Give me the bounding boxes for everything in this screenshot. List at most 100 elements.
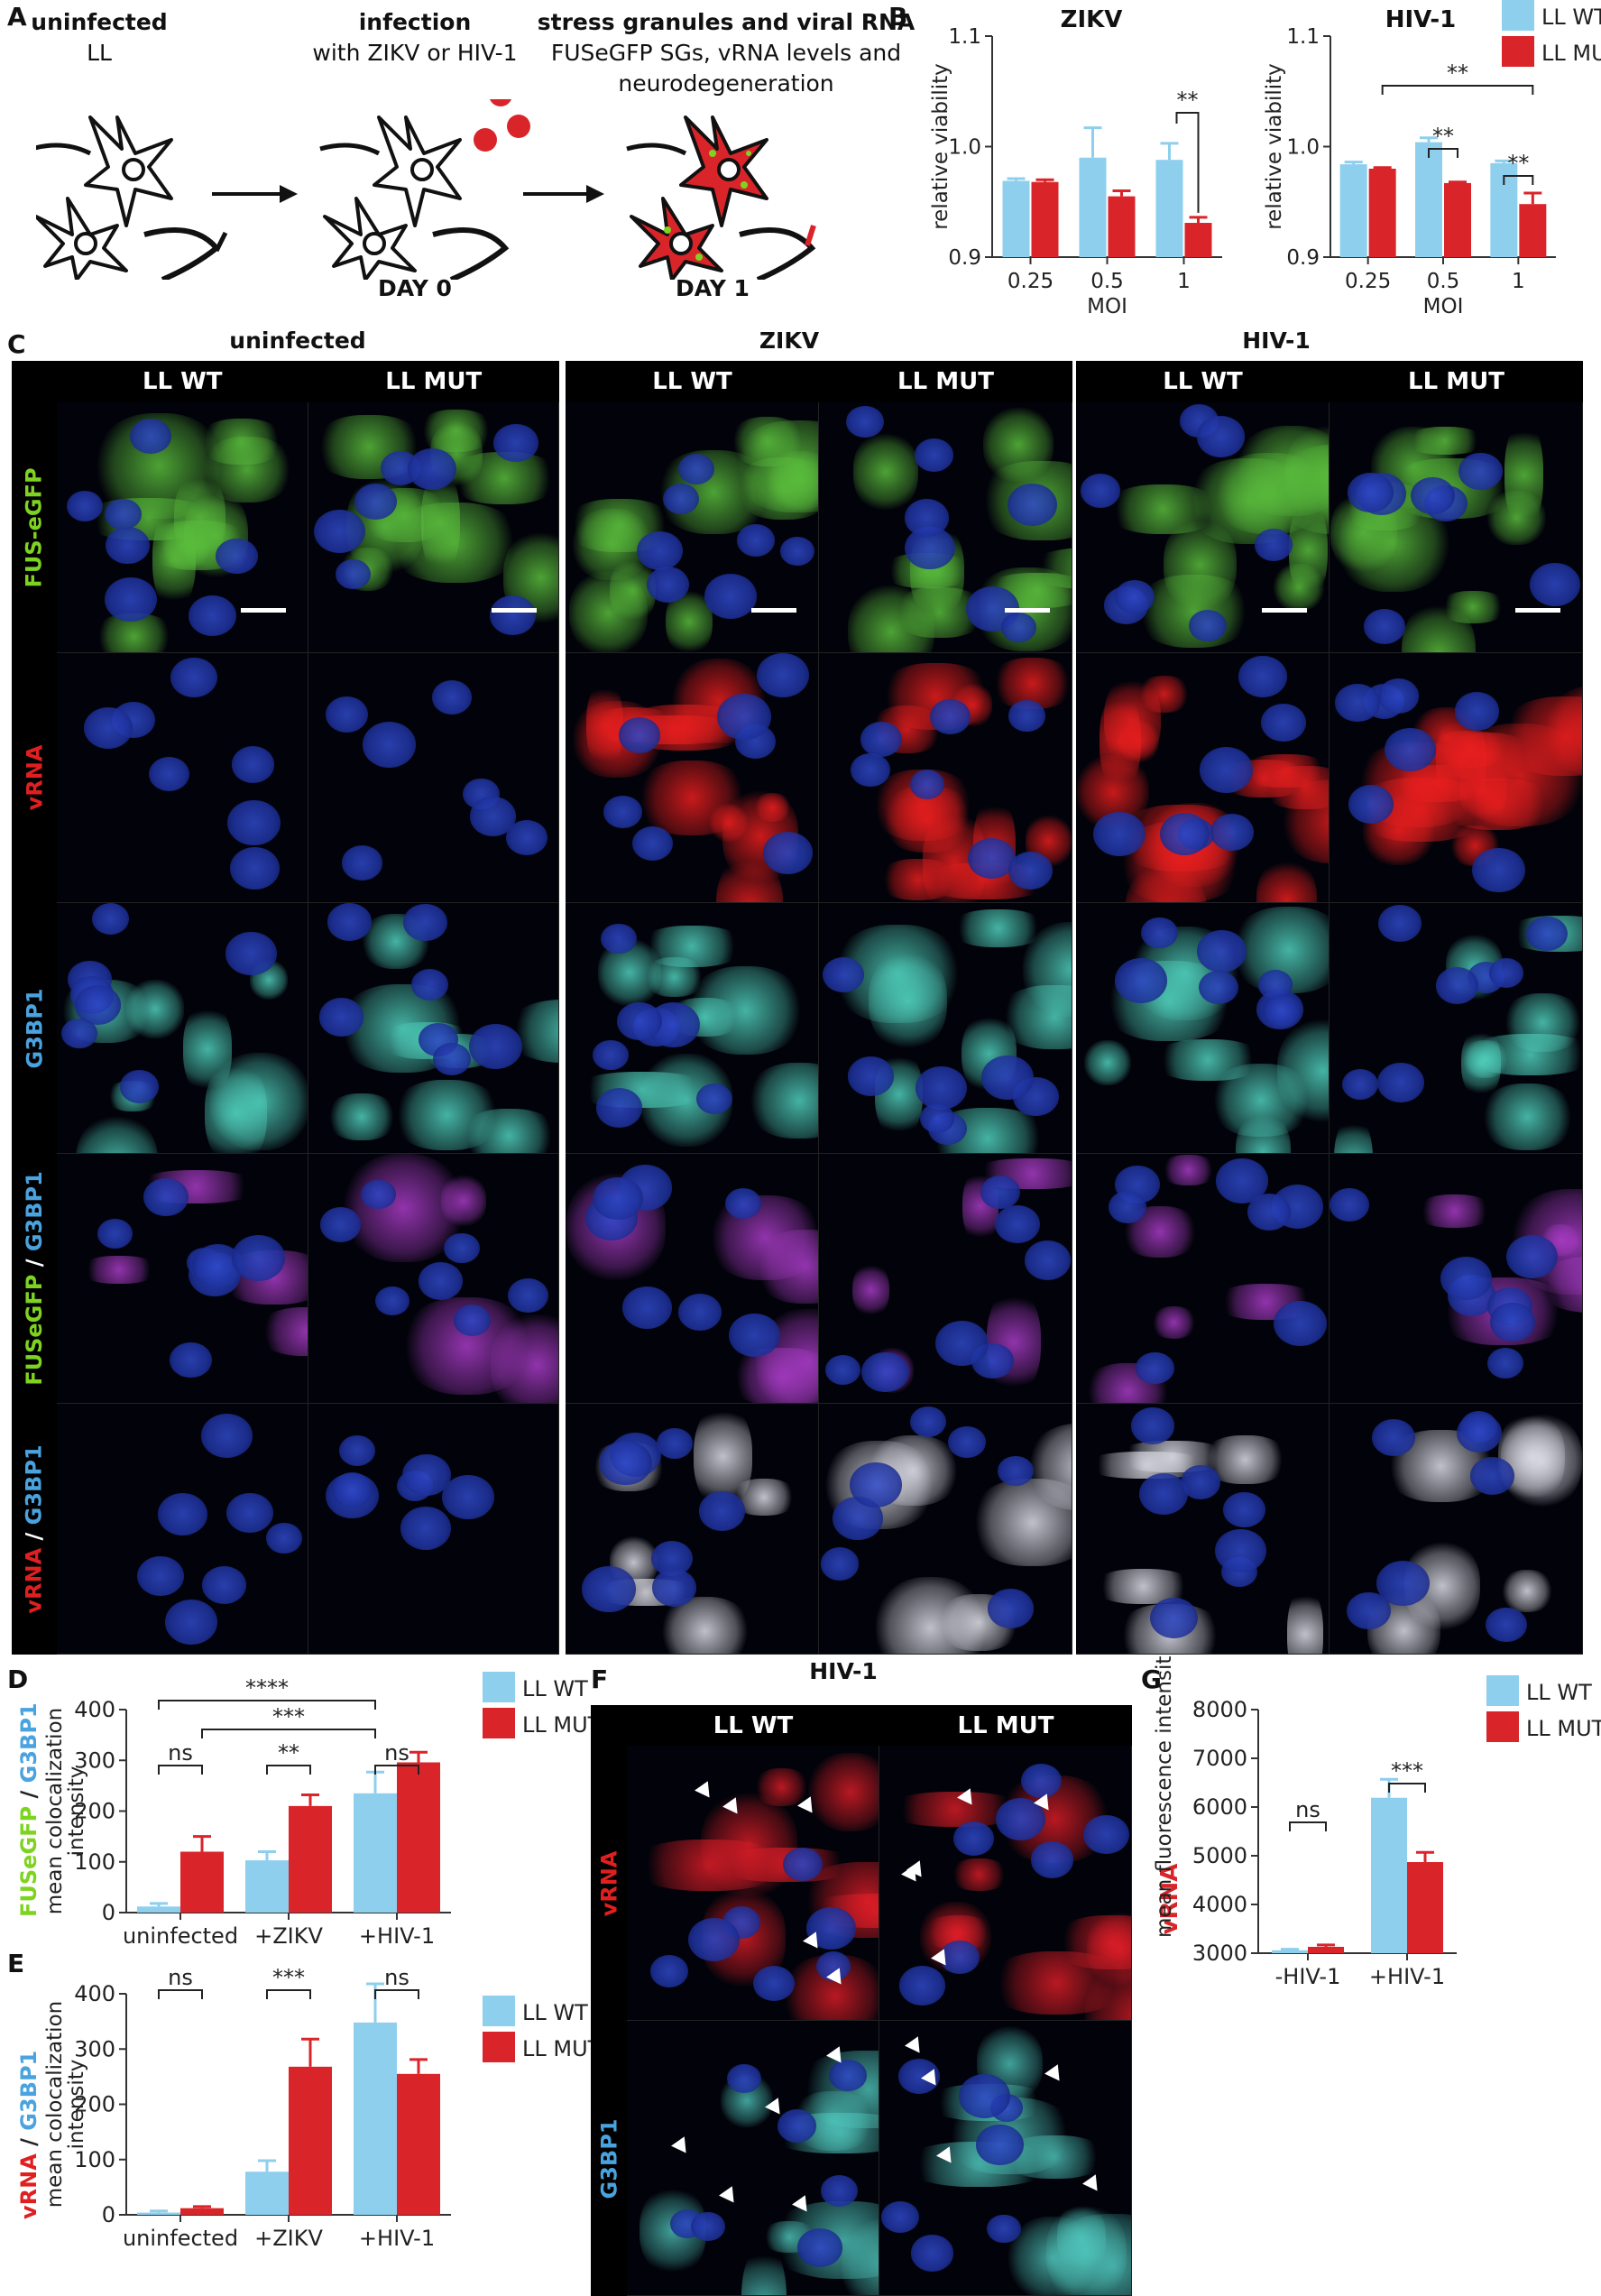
nucleus (188, 595, 236, 637)
row-label-bar-f (591, 1705, 627, 2296)
x-tick-label: 0.5 (1427, 270, 1460, 293)
panel-f-title: HIV-1 (809, 1658, 878, 1684)
x-axis-label: MOI (1087, 295, 1127, 318)
bar (397, 1762, 440, 1913)
y-tick-label: 200 (74, 2092, 115, 2117)
signal-blob (575, 1072, 710, 1109)
y-tick-label: 1.0 (1286, 136, 1320, 160)
micrograph-cell (308, 903, 559, 1154)
signal-blob (1502, 992, 1582, 1052)
signal-blob (1057, 2203, 1106, 2272)
sig-label: **** (245, 1675, 289, 1701)
y-tick-label: 4000 (1192, 1892, 1247, 1917)
x-tick-label: -HIV-1 (1275, 1964, 1341, 1989)
nucleus (919, 1102, 954, 1133)
nucleus (1255, 529, 1293, 561)
y-tick-label: 300 (74, 1747, 115, 1773)
y-tick-label: 5000 (1192, 1843, 1247, 1868)
sig-label: ns (168, 1965, 193, 1990)
scale-bar (1262, 607, 1307, 613)
nucleus (677, 1293, 722, 1331)
bar (397, 2073, 440, 2215)
y-tick-label: 7000 (1192, 1746, 1247, 1771)
nucleus (1263, 995, 1301, 1028)
nucleus (1411, 476, 1455, 515)
nucleus (336, 558, 371, 589)
row-label-part: vRNA (22, 744, 48, 811)
nucleus (603, 795, 642, 829)
micrograph-cell (1076, 903, 1330, 1154)
nucleus (1008, 851, 1053, 890)
legend-swatch (1502, 0, 1534, 31)
sig-label: ns (384, 1965, 409, 1990)
y-tick-label: 1.1 (948, 25, 981, 49)
nucleus (914, 438, 954, 473)
nucleus (508, 1278, 549, 1314)
nucleus (910, 770, 945, 799)
panel-label-a: A (7, 2, 27, 32)
nucleus (1377, 904, 1422, 942)
nucleus (998, 1455, 1034, 1487)
nucleus (468, 1023, 523, 1070)
sig-bracket (1503, 175, 1534, 185)
nucleus (1274, 1300, 1328, 1346)
nucleus (1008, 700, 1045, 732)
nucleus (600, 923, 637, 954)
sig-bracket (266, 1989, 311, 1999)
nucleus (1440, 1256, 1492, 1301)
nucleus (825, 1355, 860, 1386)
bar (1108, 196, 1136, 257)
signal-blob (344, 1154, 464, 1262)
nucleus (363, 722, 417, 768)
sig-label: ns (1295, 1797, 1320, 1822)
nucleus (1526, 916, 1568, 952)
nucleus (1149, 1598, 1198, 1639)
bar (1308, 1946, 1344, 1953)
nucleus (215, 538, 258, 575)
micrograph-cell (1076, 1153, 1330, 1404)
nucleus (593, 1176, 643, 1221)
nucleus (820, 1547, 860, 1581)
panel-label-b: B (888, 2, 908, 32)
nucleus (729, 1313, 780, 1357)
nucleus (727, 2064, 762, 2094)
signal-blob (1277, 1019, 1329, 1123)
legend-label: LL WT (1526, 1680, 1592, 1705)
stage3-day: DAY 1 (676, 275, 750, 301)
nucleus (400, 1507, 451, 1550)
micrograph-cell (819, 652, 1072, 903)
signal-blob (1487, 490, 1546, 545)
y-axis-label: mean colocalization (43, 1708, 67, 1914)
row-label-text: G3BP1 (596, 2118, 622, 2199)
sig-label: ns (168, 1740, 193, 1766)
nucleus (1348, 785, 1394, 824)
sig-bracket (374, 1989, 419, 1999)
nucleus (225, 932, 277, 976)
row-label-part: / (22, 1525, 48, 1548)
column-header: LL MUT (308, 361, 559, 402)
legend-label: LL MUT (1541, 41, 1601, 66)
legend-swatch (1486, 1711, 1519, 1742)
signal-blob (327, 1093, 397, 1141)
nucleus (1377, 678, 1419, 714)
nucleus (1363, 608, 1405, 644)
nucleus (777, 2109, 817, 2143)
nucleus (698, 1491, 745, 1531)
group-label-zikv: ZIKV (759, 327, 820, 354)
nucleus (910, 2235, 954, 2272)
nucleus (637, 530, 684, 571)
y-tick-label: 0.9 (1286, 246, 1320, 270)
bar (1339, 164, 1367, 257)
nucleus (1470, 1457, 1515, 1495)
nucleus (617, 1002, 663, 1041)
nucleus (341, 845, 382, 881)
nucleus (1238, 656, 1287, 697)
sig-bracket (266, 1765, 311, 1775)
nucleus (1189, 609, 1227, 641)
nucleus (779, 537, 814, 567)
nucleus (1488, 957, 1524, 988)
nucleus (1131, 1407, 1174, 1444)
nucleus (898, 1966, 946, 2006)
x-tick-label: 1 (1177, 270, 1191, 293)
nucleus (318, 998, 364, 1037)
